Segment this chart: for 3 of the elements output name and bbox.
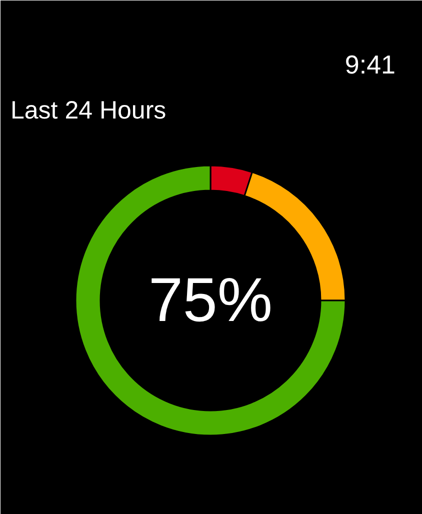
text: 75% <box>148 266 273 335</box>
text: 9:41 <box>344 50 396 80</box>
chart-title: Last 24 Hours <box>10 96 166 124</box>
